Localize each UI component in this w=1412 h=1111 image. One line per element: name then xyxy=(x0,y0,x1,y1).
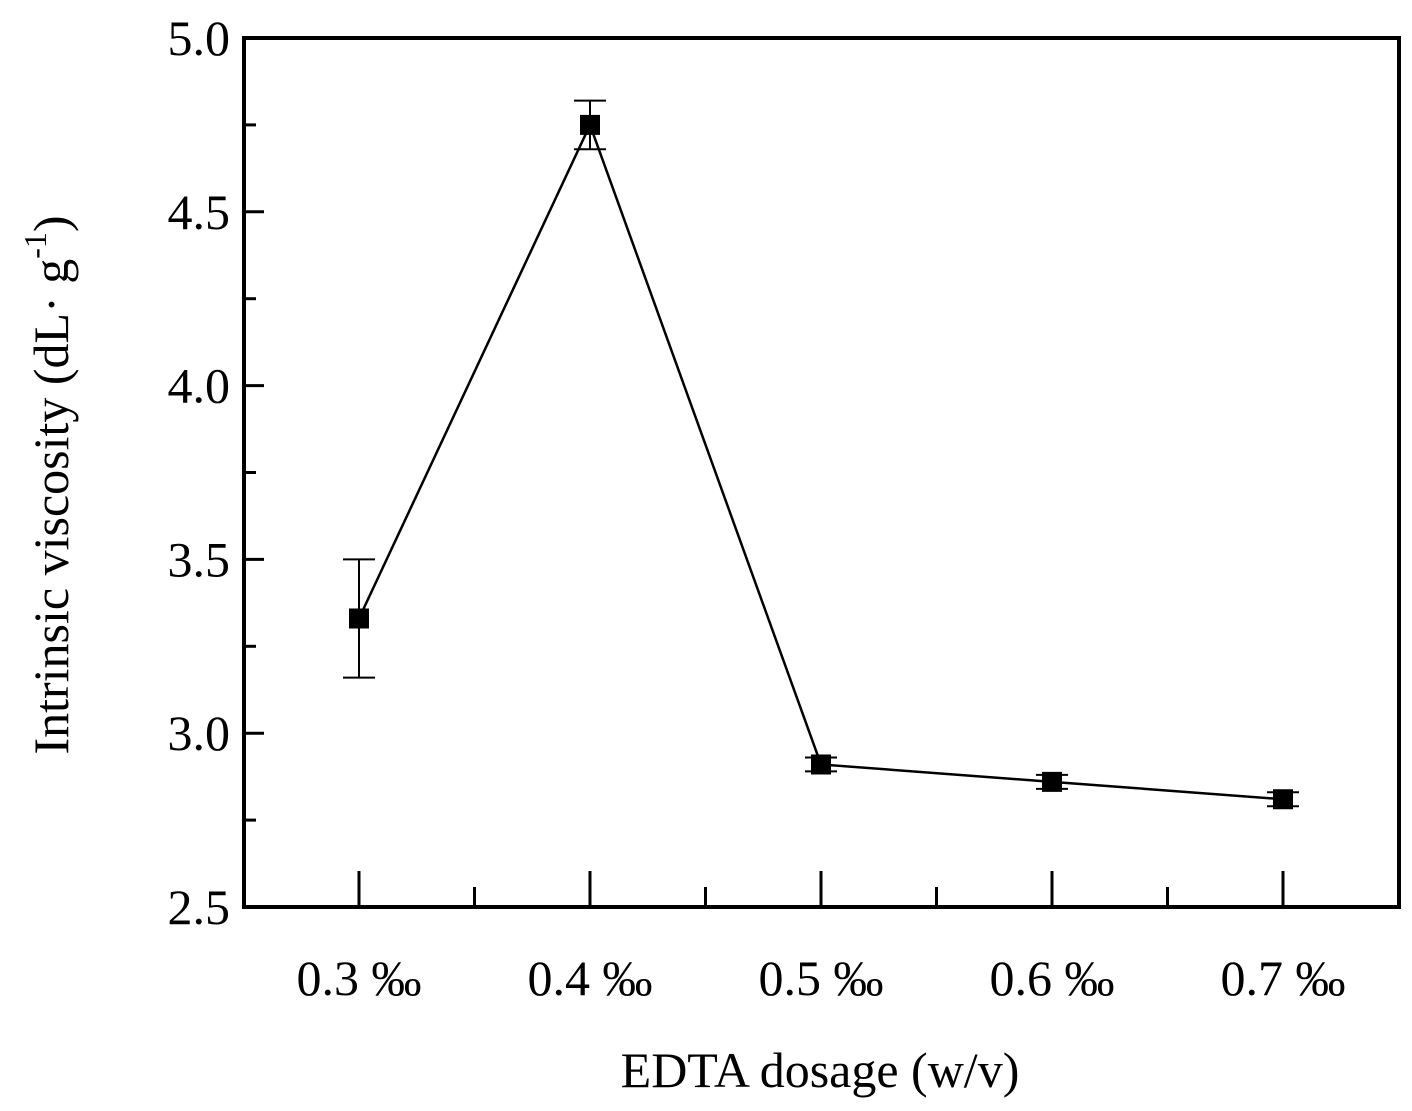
y-tick-label: 3.5 xyxy=(168,531,231,587)
y-tick-label: 3.0 xyxy=(168,705,231,761)
data-point xyxy=(1273,789,1293,810)
x-tick-label: 0.6 ‰ xyxy=(990,950,1115,1006)
data-point xyxy=(349,608,369,629)
x-tick-label: 0.7 ‰ xyxy=(1221,950,1346,1006)
plot-border xyxy=(242,36,1401,909)
x-axis-tick-labels: 0.3 ‰ 0.4 ‰ 0.5 ‰ 0.6 ‰ 0.7 ‰ xyxy=(297,950,1346,1006)
y-tick-label: 4.0 xyxy=(168,358,231,414)
y-axis-title: Intrinsic viscosity (dL· g-1) xyxy=(17,215,79,754)
y-tick-label: 5.0 xyxy=(168,10,231,66)
series-layer xyxy=(343,99,1299,810)
data-point xyxy=(1042,771,1062,792)
x-tick-label: 0.4 ‰ xyxy=(528,950,653,1006)
x-tick-label: 0.3 ‰ xyxy=(297,950,422,1006)
y-tick-label: 2.5 xyxy=(168,879,231,935)
data-point xyxy=(811,754,831,775)
x-axis-title: EDTA dosage (w/v) xyxy=(621,1042,1020,1098)
y-axis-ticks xyxy=(244,36,264,909)
plot-frame xyxy=(242,36,1401,909)
x-axis-ticks xyxy=(357,871,1285,907)
series-line xyxy=(357,121,1284,801)
y-axis-title-close: ) xyxy=(23,215,79,232)
y-axis-title-superscript: -1 xyxy=(17,232,53,259)
y-tick-label: 4.5 xyxy=(168,184,231,240)
y-axis-title-main: Intrinsic viscosity (dL· g xyxy=(23,259,79,755)
x-tick-label: 0.5 ‰ xyxy=(759,950,884,1006)
y-axis-tick-labels: 2.5 3.0 3.5 4.0 4.5 5.0 xyxy=(168,10,231,935)
data-point xyxy=(580,114,600,135)
